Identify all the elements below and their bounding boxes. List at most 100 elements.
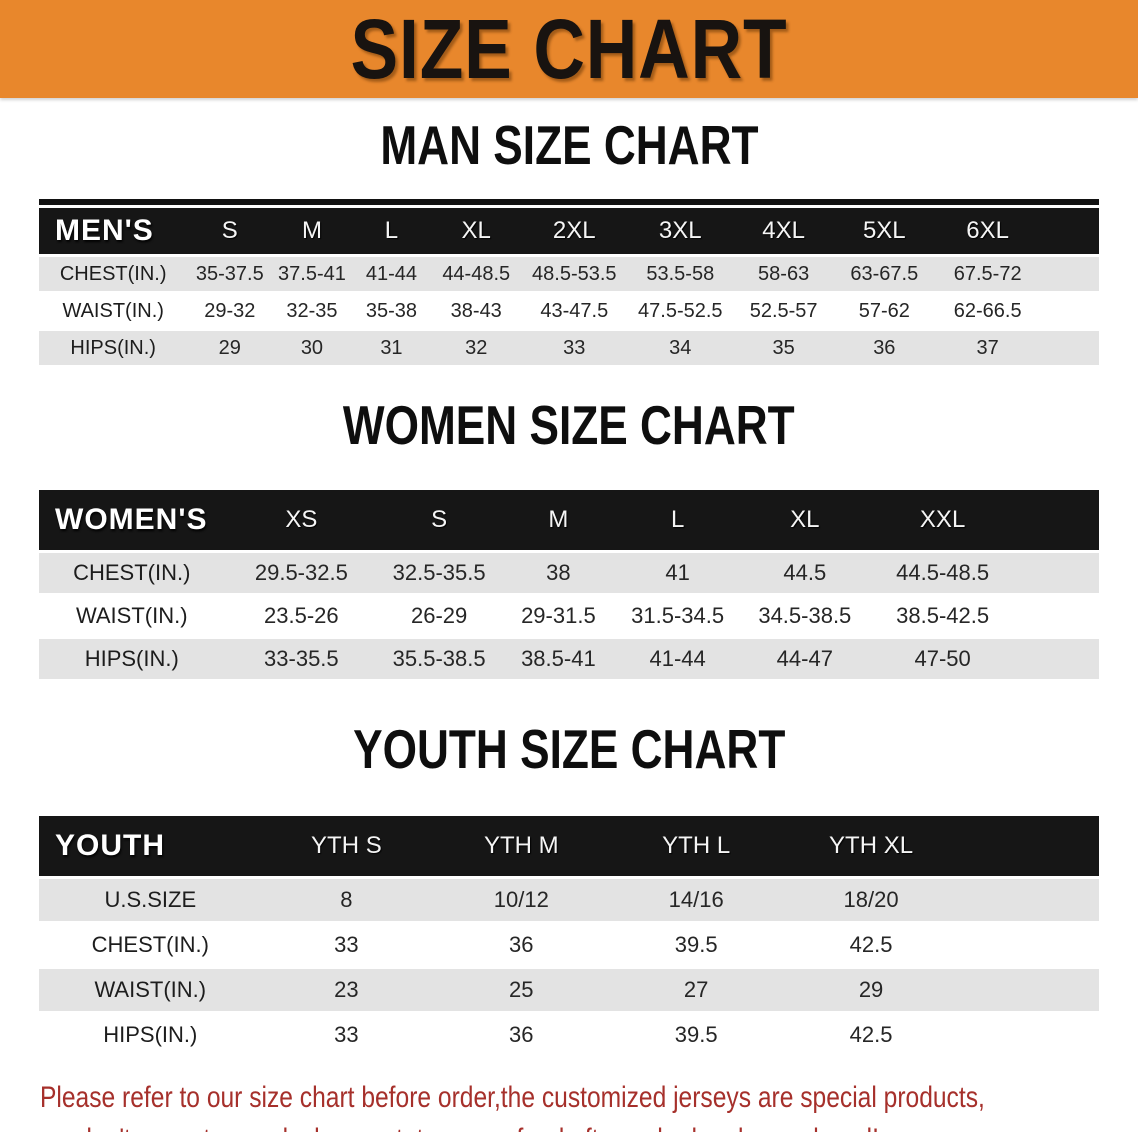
value-cell: 29-32: [187, 294, 273, 328]
women-size-section: WOMEN SIZE CHART WOMEN'S XS S M L XL XXL CHEST(I…: [39, 395, 1099, 682]
value-cell: 62-66.5: [934, 294, 1041, 328]
spacer-cell: [1040, 331, 1099, 365]
value-cell: 57-62: [833, 294, 935, 328]
spacer-cell: [1040, 257, 1099, 291]
youth-size-section: YOUTH SIZE CHART YOUTH YTH S YTH M YTH L YTH …: [39, 719, 1099, 1059]
value-cell: 44.5-48.5: [871, 553, 1015, 593]
value-cell: 38-43: [431, 294, 522, 328]
spacer-cell: [1040, 294, 1099, 328]
youth-table-head: YOUTH YTH S YTH M YTH L YTH XL: [39, 816, 1099, 876]
value-cell: 34: [627, 331, 734, 365]
youth-section-title-text: YOUTH SIZE CHART: [352, 719, 786, 781]
value-cell: 31.5-34.5: [616, 596, 739, 636]
value-cell: 37.5-41: [272, 257, 352, 291]
value-cell: 25: [431, 969, 612, 1011]
disclaimer-line-1: Please refer to our size chart before or…: [40, 1081, 985, 1114]
value-cell: 41-44: [616, 639, 739, 679]
size-column-m: M: [272, 208, 352, 254]
men-table-head: MEN'S S M L XL 2XL 3XL 4XL 5XL 6XL: [39, 208, 1099, 254]
value-cell: 37: [934, 331, 1041, 365]
men-table-body: CHEST(IN.) 35-37.5 37.5-41 41-44 44-48.5 48.5…: [39, 257, 1099, 365]
value-cell: 44-48.5: [431, 257, 522, 291]
men-size-table: MEN'S S M L XL 2XL 3XL 4XL 5XL 6XL CHEST(IN.) 35-37…: [39, 205, 1099, 368]
size-column-xl: XL: [738, 490, 872, 550]
women-table-head: WOMEN'S XS S M L XL XXL: [39, 490, 1099, 550]
value-cell: 42.5: [780, 924, 962, 966]
women-section-title-text: WOMEN SIZE CHART: [343, 395, 795, 457]
value-cell: 47-50: [871, 639, 1015, 679]
value-cell: 36: [431, 924, 612, 966]
row-label: WAIST(IN.): [39, 969, 262, 1011]
value-cell: 36: [833, 331, 935, 365]
value-cell: 47.5-52.5: [627, 294, 734, 328]
row-label: WAIST(IN.): [39, 294, 188, 328]
size-column-yth-l: YTH L: [611, 816, 781, 876]
spacer-cell: [1014, 639, 1099, 679]
spacer-column: [961, 816, 1099, 876]
value-cell: 35-37.5: [187, 257, 273, 291]
men-group-label: MEN'S: [39, 208, 188, 254]
size-column-yth-m: YTH M: [431, 816, 612, 876]
value-cell: 35.5-38.5: [378, 639, 501, 679]
size-column-2xl: 2XL: [521, 208, 628, 254]
size-column-xxl: XXL: [871, 490, 1015, 550]
value-cell: 18/20: [780, 879, 962, 921]
size-column-5xl: 5XL: [833, 208, 935, 254]
value-cell: 32-35: [272, 294, 352, 328]
spacer-cell: [961, 1014, 1099, 1056]
value-cell: 44.5: [738, 553, 872, 593]
size-column-6xl: 6XL: [934, 208, 1041, 254]
spacer-column: [1014, 490, 1099, 550]
value-cell: 38.5-41: [500, 639, 617, 679]
measurement-row: CHEST(IN.) 29.5-32.5 32.5-35.5 38 41 44.5 44.5…: [39, 553, 1099, 593]
size-column-yth-xl: YTH XL: [780, 816, 962, 876]
disclaimer: Please refer to our size chart before or…: [40, 1077, 1138, 1132]
measurement-row: WAIST(IN.) 29-32 32-35 35-38 38-43 43-47.5 47.…: [39, 294, 1099, 328]
value-cell: 29-31.5: [500, 596, 617, 636]
value-cell: 29: [780, 969, 962, 1011]
row-label: HIPS(IN.): [39, 331, 188, 365]
women-group-label: WOMEN'S: [39, 490, 225, 550]
row-label: WAIST(IN.): [39, 596, 225, 636]
banner-title: SIZE CHART: [350, 2, 788, 96]
size-column-l: L: [351, 208, 432, 254]
value-cell: 29: [187, 331, 273, 365]
spacer-column: [1040, 208, 1099, 254]
measurement-row: U.S.SIZE 8 10/12 14/16 18/20: [39, 879, 1099, 921]
value-cell: 34.5-38.5: [738, 596, 872, 636]
size-column-m: M: [500, 490, 617, 550]
size-column-l: L: [616, 490, 739, 550]
value-cell: 41: [616, 553, 739, 593]
sections-container: MAN SIZE CHART MEN'S S M L XL 2XL 3XL 4XL 5XL 6XL C…: [39, 116, 1099, 1059]
value-cell: 36: [431, 1014, 612, 1056]
youth-table-body: U.S.SIZE 8 10/12 14/16 18/20 CHEST(IN.) 33 36 39…: [39, 879, 1099, 1056]
spacer-cell: [961, 879, 1099, 921]
value-cell: 23.5-26: [224, 596, 379, 636]
size-column-3xl: 3XL: [627, 208, 734, 254]
value-cell: 67.5-72: [934, 257, 1041, 291]
value-cell: 35-38: [351, 294, 432, 328]
row-label: U.S.SIZE: [39, 879, 262, 921]
row-label: CHEST(IN.): [39, 924, 262, 966]
disclaimer-line-2: we don't accept cancel, change, teturn o…: [40, 1119, 940, 1132]
size-column-s: S: [187, 208, 273, 254]
value-cell: 27: [611, 969, 781, 1011]
value-cell: 39.5: [611, 924, 781, 966]
value-cell: 53.5-58: [627, 257, 734, 291]
value-cell: 52.5-57: [733, 294, 834, 328]
value-cell: 10/12: [431, 879, 612, 921]
header-row: WOMEN'S XS S M L XL XXL: [39, 490, 1099, 550]
header-row: YOUTH YTH S YTH M YTH L YTH XL: [39, 816, 1099, 876]
size-column-yth-s: YTH S: [261, 816, 432, 876]
value-cell: 41-44: [351, 257, 432, 291]
row-label: CHEST(IN.): [39, 553, 225, 593]
value-cell: 23: [261, 969, 432, 1011]
value-cell: 32: [431, 331, 522, 365]
value-cell: 48.5-53.5: [521, 257, 628, 291]
value-cell: 33: [521, 331, 628, 365]
value-cell: 58-63: [733, 257, 834, 291]
value-cell: 29.5-32.5: [224, 553, 379, 593]
measurement-row: HIPS(IN.) 33-35.5 35.5-38.5 38.5-41 41-44 44-…: [39, 639, 1099, 679]
value-cell: 39.5: [611, 1014, 781, 1056]
